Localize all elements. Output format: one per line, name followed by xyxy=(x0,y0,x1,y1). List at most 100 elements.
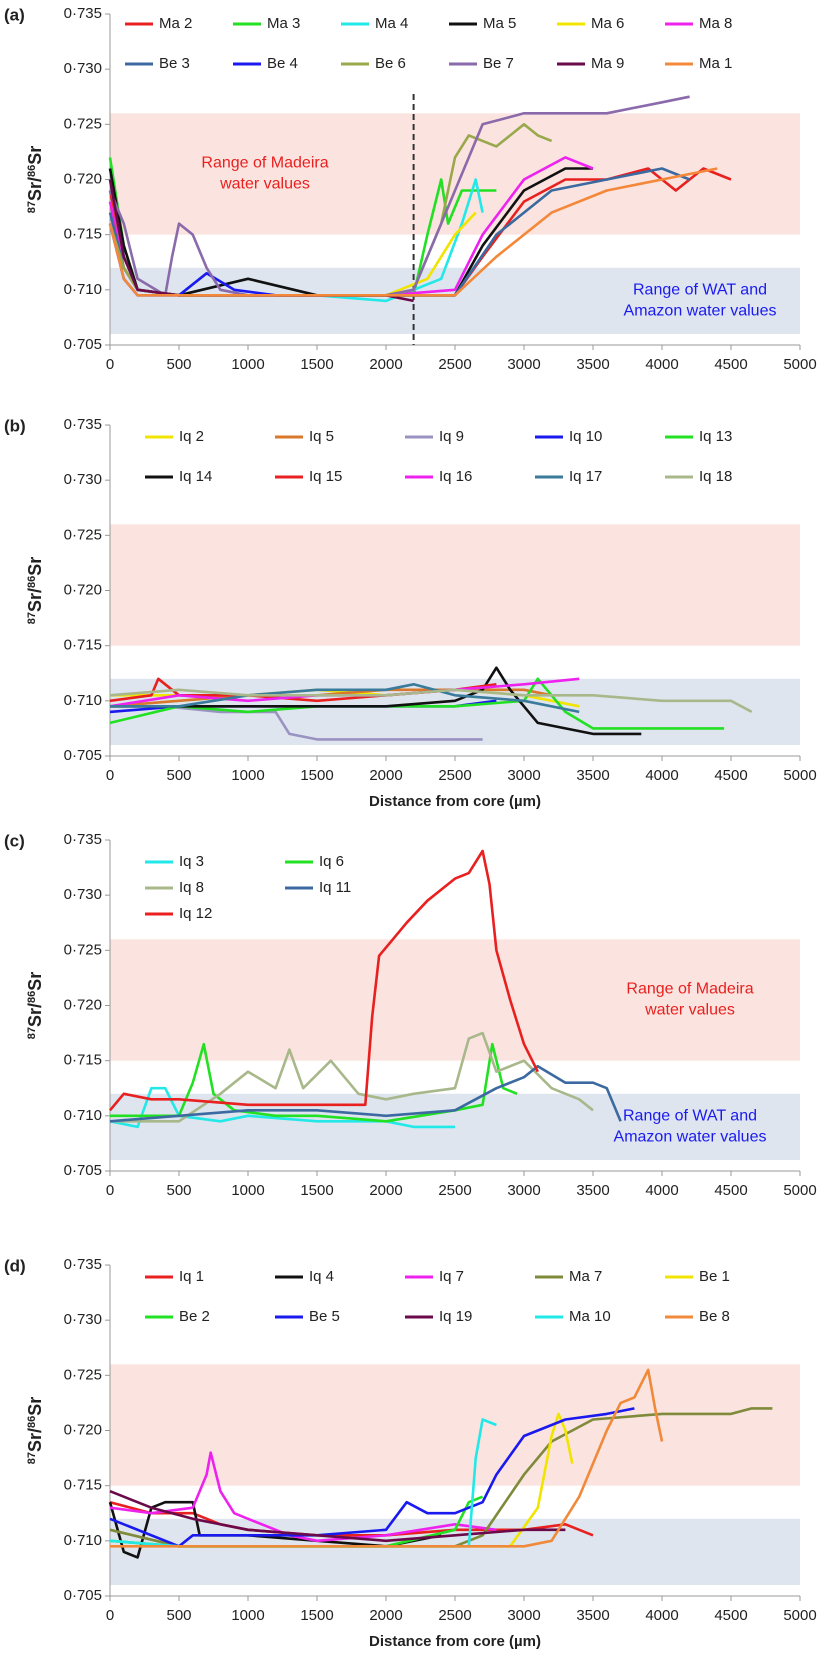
band-label: water values xyxy=(219,176,310,193)
legend-label: Be 8 xyxy=(699,1308,730,1325)
legend-label: Iq 19 xyxy=(439,1308,472,1325)
legend-label: Ma 5 xyxy=(483,15,516,32)
x-tick-label: 3000 xyxy=(507,1607,540,1624)
y-tick-label: 0·715 xyxy=(64,226,102,243)
y-tick-label: 0·735 xyxy=(64,831,102,848)
series-line xyxy=(109,1407,635,1548)
legend-label: Iq 16 xyxy=(439,468,472,485)
x-tick-label: 4500 xyxy=(714,1607,747,1624)
x-tick-label: 5000 xyxy=(783,767,816,784)
legend-label: Iq 14 xyxy=(179,468,212,485)
x-tick-label: 2000 xyxy=(369,767,402,784)
x-tick-label: 1500 xyxy=(300,356,333,373)
x-tick-label: 0 xyxy=(106,767,114,784)
x-tick-label: 2500 xyxy=(438,1182,471,1199)
x-tick-label: 4500 xyxy=(714,767,747,784)
y-axis-label-part: Sr xyxy=(25,557,45,576)
legend-label: Iq 11 xyxy=(319,879,351,896)
y-axis-label-part: Sr xyxy=(25,146,45,165)
x-tick-label: 2500 xyxy=(438,767,471,784)
x-tick-label: 2000 xyxy=(369,1607,402,1624)
y-axis-label-part: 86 xyxy=(26,991,38,1003)
x-tick-label: 3500 xyxy=(576,767,609,784)
legend-label: Be 1 xyxy=(699,1268,730,1285)
y-tick-label: 0·705 xyxy=(64,336,102,353)
series-line xyxy=(108,167,718,297)
band-label: Range of WAT and xyxy=(633,282,767,299)
legend-label: Iq 17 xyxy=(569,468,602,485)
y-tick-label: 0·720 xyxy=(64,996,102,1013)
x-tick-label: 2000 xyxy=(369,356,402,373)
x-tick-label: 3500 xyxy=(576,1182,609,1199)
y-tick-label: 0·710 xyxy=(64,1107,102,1124)
y-tick-label: 0·710 xyxy=(64,692,102,709)
y-tick-label: 0·715 xyxy=(64,1052,102,1069)
y-tick-label: 0·720 xyxy=(64,1421,102,1438)
series-line xyxy=(109,688,753,714)
y-tick-label: 0·725 xyxy=(64,1366,102,1383)
x-tick-label: 4000 xyxy=(645,356,678,373)
y-axis-label-part: 86 xyxy=(26,165,38,177)
y-tick-label: 0·730 xyxy=(64,886,102,903)
y-axis-label-part: 87 xyxy=(26,1452,38,1464)
y-tick-label: 0·705 xyxy=(64,747,102,764)
y-axis-label-part: Sr xyxy=(25,972,45,991)
x-tick-label: 500 xyxy=(166,1607,191,1624)
legend-label: Be 6 xyxy=(375,55,406,72)
y-axis-label: 87Sr/86Sr xyxy=(25,972,45,1040)
x-tick-label: 4500 xyxy=(714,1182,747,1199)
panel-label: (b) xyxy=(4,416,26,435)
legend-label: Iq 5 xyxy=(309,428,334,445)
series-line xyxy=(109,1489,566,1543)
x-tick-label: 1500 xyxy=(300,767,333,784)
band-label: Range of WAT and xyxy=(623,1108,757,1125)
x-tick-label: 3500 xyxy=(576,356,609,373)
x-tick-label: 1000 xyxy=(231,356,264,373)
band-label: Amazon water values xyxy=(624,303,777,320)
x-tick-label: 5000 xyxy=(783,1182,816,1199)
y-axis-label-part: Sr/ xyxy=(25,177,45,201)
legend-label: Be 2 xyxy=(179,1308,210,1325)
x-tick-label: 3000 xyxy=(507,767,540,784)
x-tick-label: 0 xyxy=(106,1607,114,1624)
legend-label: Ma 8 xyxy=(699,15,732,32)
y-tick-label: 0·730 xyxy=(64,471,102,488)
x-tick-label: 0 xyxy=(106,356,114,373)
legend-label: Ma 4 xyxy=(375,15,408,32)
x-tick-label: 4000 xyxy=(645,1607,678,1624)
range-band xyxy=(110,939,800,1061)
x-tick-label: 2500 xyxy=(438,356,471,373)
x-tick-label: 5000 xyxy=(783,356,816,373)
legend-label: Ma 10 xyxy=(569,1308,611,1325)
band-label: Range of Madeira xyxy=(626,981,753,998)
legend-label: Iq 9 xyxy=(439,428,464,445)
legend-label: Iq 13 xyxy=(699,428,732,445)
series-line xyxy=(110,705,483,741)
y-axis-label: 87Sr/86Sr xyxy=(25,557,45,625)
range-band xyxy=(110,524,800,646)
x-axis-label: Distance from core (µm) xyxy=(369,793,541,810)
y-axis-label-part: 86 xyxy=(26,576,38,588)
x-tick-label: 3500 xyxy=(576,1607,609,1624)
x-tick-label: 0 xyxy=(106,1182,114,1199)
legend-label: Ma 9 xyxy=(591,55,624,72)
legend-label: Be 7 xyxy=(483,55,514,72)
x-tick-label: 1500 xyxy=(300,1182,333,1199)
band-label: water values xyxy=(644,1002,735,1019)
legend-label: Iq 3 xyxy=(179,853,204,870)
y-tick-label: 0·710 xyxy=(64,1532,102,1549)
y-axis-label-part: Sr/ xyxy=(25,1428,45,1452)
band-label: Amazon water values xyxy=(614,1129,767,1146)
legend-label: Iq 10 xyxy=(569,428,602,445)
panel-label: (d) xyxy=(4,1256,26,1275)
y-axis-label-part: Sr/ xyxy=(25,1003,45,1027)
legend-label: Ma 6 xyxy=(591,15,624,32)
legend-label: Iq 1 xyxy=(179,1268,204,1285)
legend-label: Iq 6 xyxy=(319,853,344,870)
y-axis-label: 87Sr/86Sr xyxy=(25,1397,45,1465)
x-tick-label: 1000 xyxy=(231,767,264,784)
series-line xyxy=(110,683,580,714)
y-axis-label-part: Sr xyxy=(25,1397,45,1416)
legend-label: Be 4 xyxy=(267,55,298,72)
series-line xyxy=(109,1064,622,1123)
